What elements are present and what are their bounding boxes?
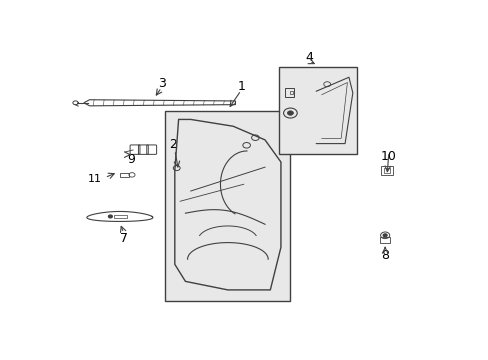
Text: 1: 1 bbox=[237, 80, 244, 93]
Text: 9: 9 bbox=[127, 153, 135, 166]
Bar bbox=[383, 168, 389, 173]
Bar bbox=[290, 91, 293, 94]
Circle shape bbox=[287, 111, 293, 115]
Bar bbox=[381, 166, 392, 175]
Bar bbox=[114, 215, 127, 219]
Bar bbox=[165, 111, 290, 301]
Text: 3: 3 bbox=[157, 77, 165, 90]
Text: 7: 7 bbox=[120, 232, 127, 245]
Text: 5: 5 bbox=[280, 70, 288, 83]
Bar bbox=[279, 67, 356, 154]
Text: 11: 11 bbox=[88, 174, 102, 184]
Text: 4: 4 bbox=[305, 50, 313, 64]
Text: 8: 8 bbox=[380, 249, 388, 262]
Bar bbox=[380, 237, 389, 243]
Text: 2: 2 bbox=[169, 138, 177, 151]
Bar bbox=[120, 173, 129, 177]
Circle shape bbox=[108, 215, 112, 218]
Circle shape bbox=[383, 234, 386, 237]
Bar bbox=[284, 88, 294, 97]
Text: 6: 6 bbox=[293, 91, 301, 104]
Text: 10: 10 bbox=[380, 150, 396, 163]
